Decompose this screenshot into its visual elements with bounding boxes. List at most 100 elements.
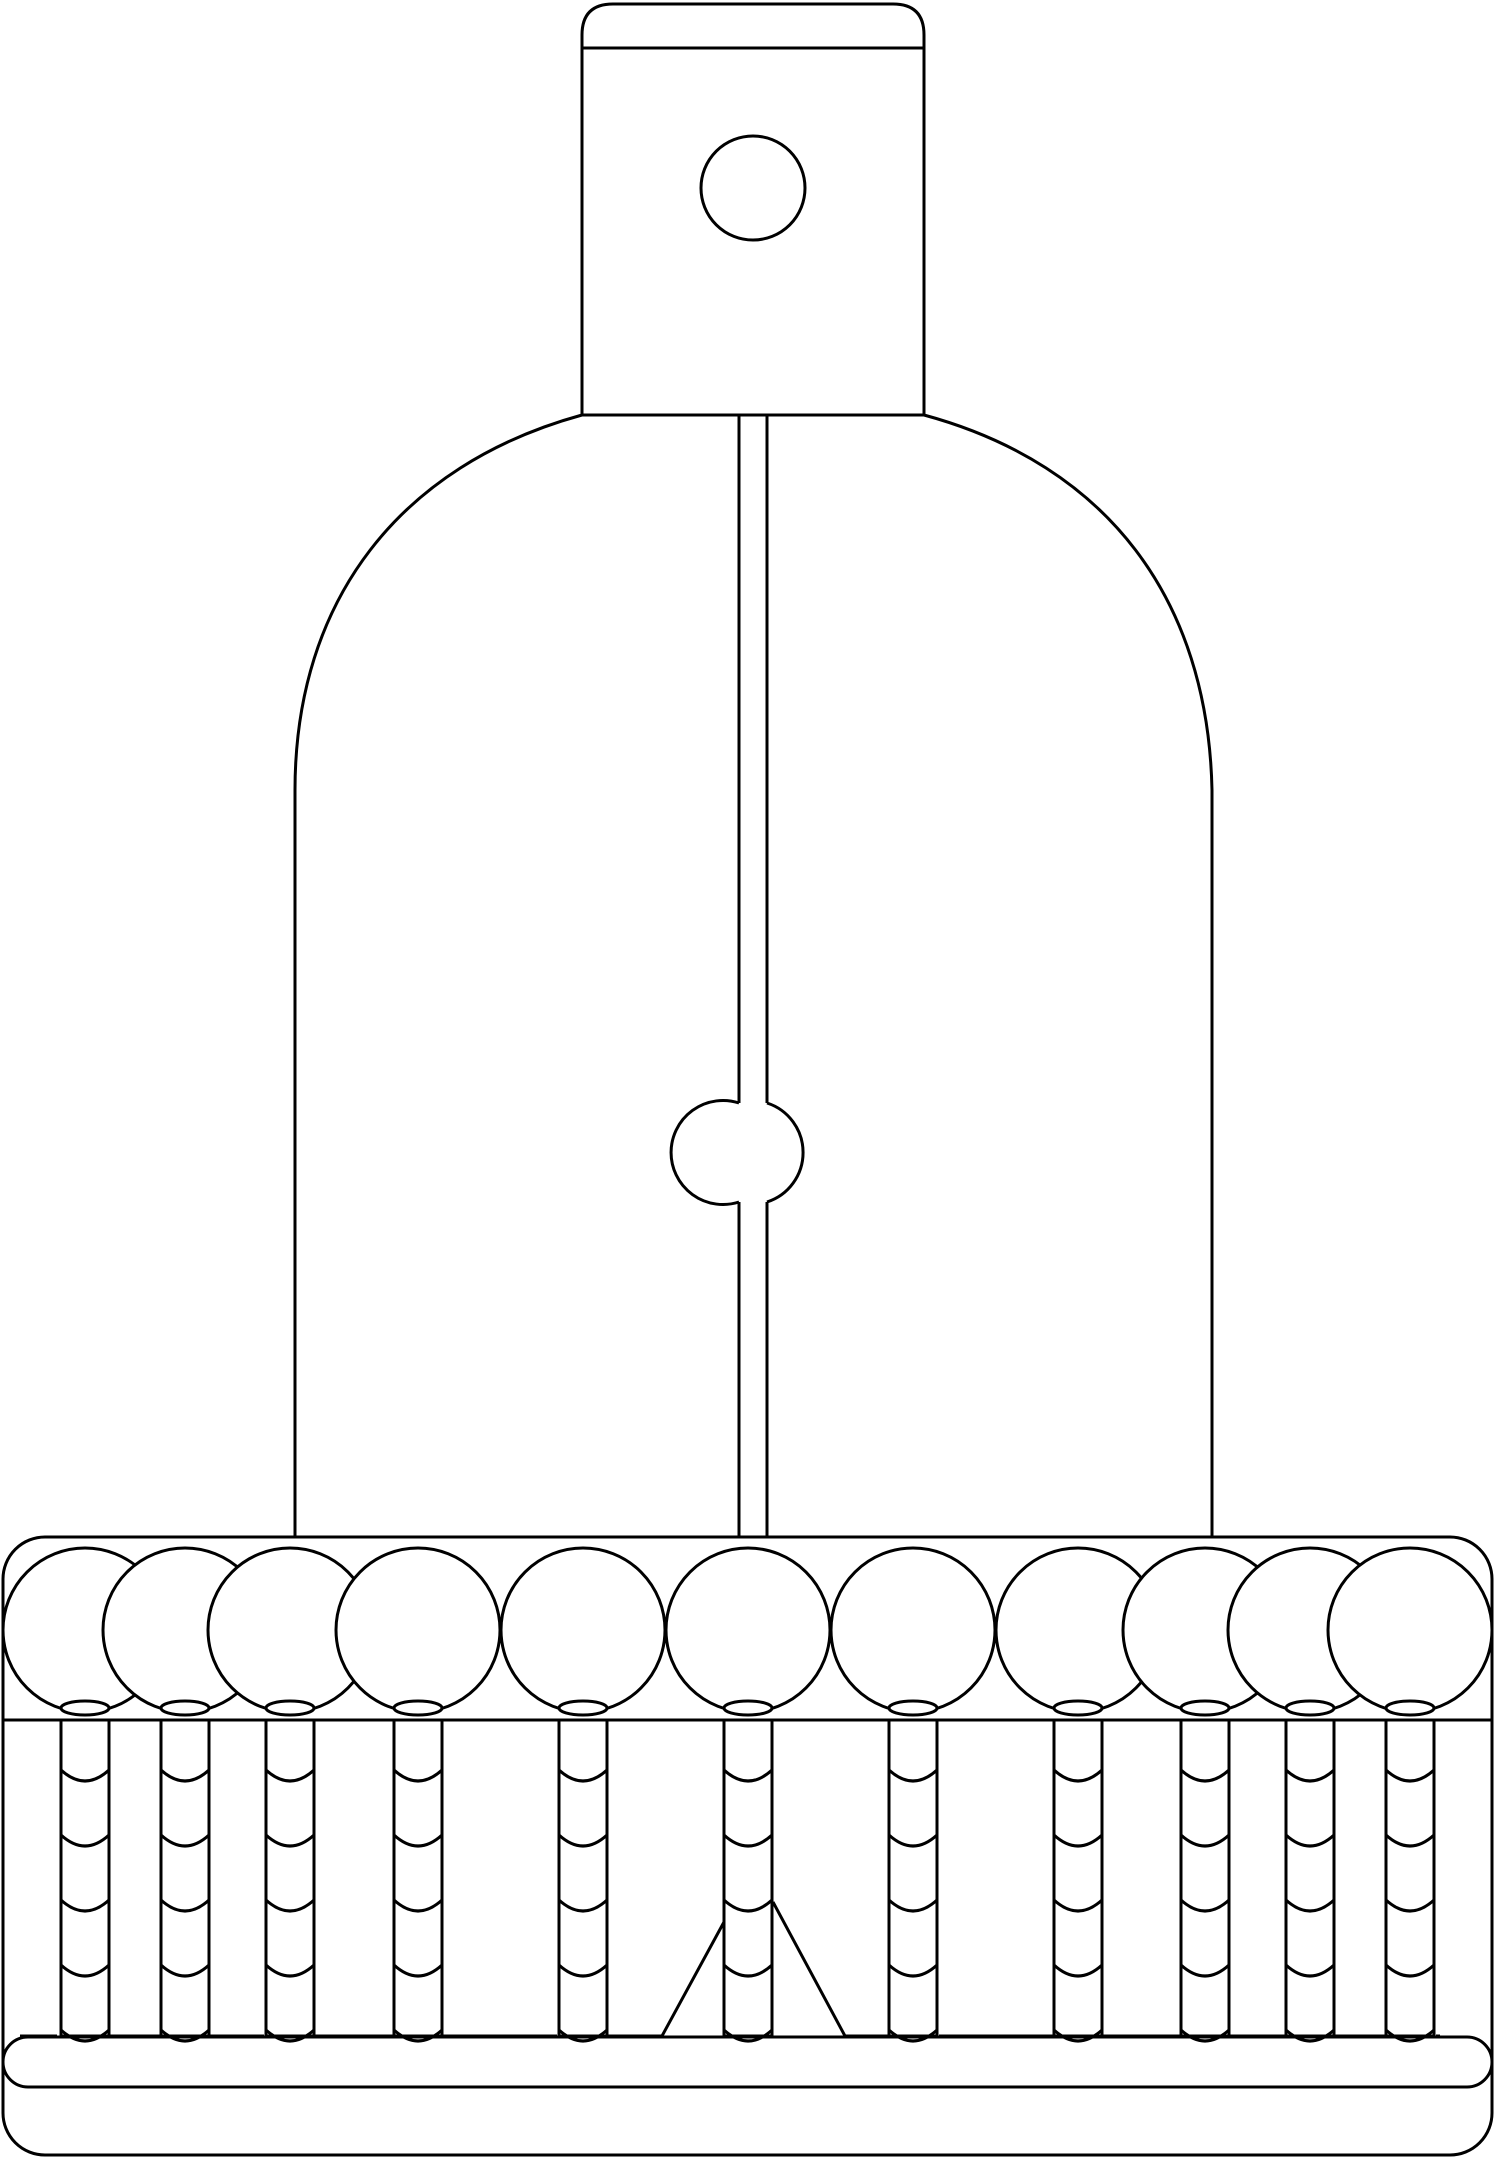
peg-rung [1384,1963,1436,1978]
peg-disc [1384,1699,1436,1717]
peg-rung [392,1768,444,1783]
peg-rung [722,1898,774,1913]
peg-column [392,1699,444,2043]
peg-column [159,1699,211,2043]
peg-rung [722,1768,774,1783]
peg-disc [722,1699,774,1717]
peg-disc [1179,1699,1231,1717]
peg-rung [1052,1963,1104,1978]
peg-rung [1384,1898,1436,1913]
peg-shaft [1052,1718,1104,2038]
peg-rung [557,1963,609,1978]
peg-shaft [1284,1718,1336,2038]
peg-rung [1179,1768,1231,1783]
peg-rung [1284,1768,1336,1783]
cap-neck [580,46,926,417]
peg-column [557,1699,609,2043]
ball [499,1546,667,1714]
peg-rung [722,2028,774,2043]
peg-rung [722,1963,774,1978]
peg-disc [392,1699,444,1717]
peg-rung [1179,1898,1231,1913]
peg-rung [887,2028,939,2043]
peg-rung [1284,2028,1336,2043]
peg-rung [59,1768,111,1783]
peg-rung [1052,1898,1104,1913]
peg-disc [1284,1699,1336,1717]
cap-rounded-top [580,2,926,50]
peg-disc [264,1699,316,1717]
peg-rung [557,1898,609,1913]
peg-rung [392,1963,444,1978]
peg-rung [59,1898,111,1913]
peg-shaft [264,1718,316,2038]
peg-column [1179,1699,1231,2043]
center-a-frame [660,1901,847,2037]
peg-rung [59,1963,111,1978]
peg-rung [392,2028,444,2043]
peg-shaft [59,1718,111,2038]
peg-rung [887,1963,939,1978]
peg-disc [557,1699,609,1717]
ball [829,1546,997,1714]
peg-rung [1179,1963,1231,1978]
peg-rung [159,1898,211,1913]
peg-rung [557,1768,609,1783]
peg-disc [59,1699,111,1717]
peg-shaft [1179,1718,1231,2038]
top-cap [580,2,926,417]
peg-rung [392,1833,444,1848]
peg-column [59,1699,111,2043]
peg-rung [1284,1963,1336,1978]
central-slot [669,415,805,1537]
peg-rung [264,1963,316,1978]
peg-rung [1384,1833,1436,1848]
ball-row [1,1546,1494,1714]
bottom-rail [1,2035,1494,2089]
peg-rung [392,1898,444,1913]
dome-outline [293,413,1214,1537]
peg-rung [1284,1833,1336,1848]
peg-disc [887,1699,939,1717]
ball [334,1546,502,1714]
peg-disc [159,1699,211,1717]
peg-rung [1052,1833,1104,1848]
peg-column [1384,1699,1436,2043]
peg-rung [1384,2028,1436,2043]
peg-shaft [557,1718,609,2038]
peg-rung [1052,1768,1104,1783]
peg-column [264,1699,316,2043]
cap-hole [699,134,807,242]
peg-columns [59,1699,1436,2043]
peg-rung [1384,1768,1436,1783]
peg-rung [159,1833,211,1848]
peg-column [1052,1699,1104,2043]
peg-column [1284,1699,1336,2043]
peg-shaft [159,1718,211,2038]
peg-shaft [1384,1718,1436,2038]
peg-rung [1052,2028,1104,2043]
peg-rung [264,1833,316,1848]
peg-rung [59,1833,111,1848]
ball [1326,1546,1494,1714]
peg-shaft [887,1718,939,2038]
peg-rung [557,2028,609,2043]
base [1,1535,1494,2157]
peg-rung [59,2028,111,2043]
peg-shaft [722,1718,774,2038]
peg-shaft [392,1718,444,2038]
peg-rung [722,1833,774,1848]
ball [664,1546,832,1714]
peg-rung [1179,2028,1231,2043]
peg-rung [887,1768,939,1783]
peg-rung [264,1898,316,1913]
peg-rung [159,2028,211,2043]
peg-rung [264,1768,316,1783]
peg-rung [1284,1898,1336,1913]
peg-rung [887,1833,939,1848]
dome-body [293,413,1214,1537]
peg-rung [159,1768,211,1783]
peg-column [887,1699,939,2043]
